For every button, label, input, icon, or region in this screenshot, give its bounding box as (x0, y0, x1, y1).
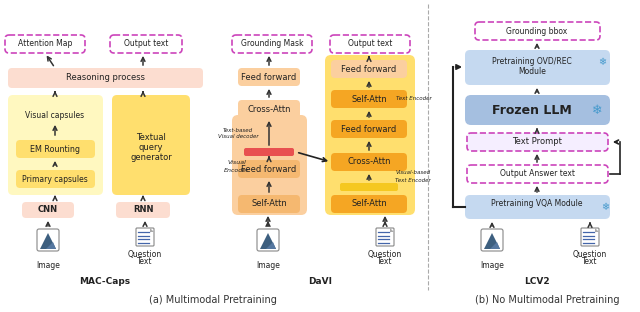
Text: Text Encoder: Text Encoder (396, 96, 432, 101)
Polygon shape (484, 233, 500, 249)
Text: EM Rounting: EM Rounting (30, 144, 80, 154)
FancyBboxPatch shape (238, 68, 300, 86)
Text: generator: generator (130, 154, 172, 163)
FancyBboxPatch shape (8, 68, 203, 88)
Text: Pretraining OVD/REC: Pretraining OVD/REC (492, 57, 572, 66)
Text: ❄: ❄ (592, 104, 602, 116)
Text: Grounding bbox: Grounding bbox (506, 27, 568, 36)
Text: Cross-Attn: Cross-Attn (348, 158, 391, 167)
FancyBboxPatch shape (238, 160, 300, 178)
Polygon shape (595, 228, 599, 232)
Text: Grounding Mask: Grounding Mask (241, 40, 303, 48)
Text: RNN: RNN (132, 206, 153, 215)
Text: Primary capsules: Primary capsules (22, 174, 88, 183)
Text: Feed forward: Feed forward (341, 65, 397, 74)
FancyBboxPatch shape (244, 148, 294, 156)
Text: Text Encoder: Text Encoder (395, 178, 431, 183)
Text: Feed forward: Feed forward (241, 164, 296, 173)
Text: Reasoning process: Reasoning process (65, 74, 145, 82)
FancyBboxPatch shape (110, 35, 182, 53)
FancyBboxPatch shape (238, 100, 300, 118)
FancyBboxPatch shape (22, 202, 74, 218)
FancyBboxPatch shape (331, 90, 407, 108)
FancyBboxPatch shape (331, 195, 407, 213)
Polygon shape (266, 242, 276, 249)
FancyBboxPatch shape (475, 22, 600, 40)
FancyBboxPatch shape (467, 133, 608, 151)
Text: Self-Attn: Self-Attn (351, 199, 387, 208)
FancyBboxPatch shape (331, 153, 407, 171)
Text: Image: Image (256, 261, 280, 270)
Text: (b) No Multimodal Pretraining: (b) No Multimodal Pretraining (475, 295, 620, 305)
FancyBboxPatch shape (330, 35, 410, 53)
FancyBboxPatch shape (465, 195, 610, 219)
FancyBboxPatch shape (581, 228, 599, 246)
Text: MAC-Caps: MAC-Caps (79, 277, 131, 286)
Text: CNN: CNN (38, 206, 58, 215)
Text: Output text: Output text (348, 40, 392, 48)
FancyBboxPatch shape (37, 229, 59, 251)
Text: Visual: Visual (228, 160, 246, 165)
FancyBboxPatch shape (331, 195, 407, 213)
Polygon shape (490, 242, 500, 249)
Text: Text: Text (377, 257, 393, 266)
FancyBboxPatch shape (331, 120, 407, 138)
Text: Attention Map: Attention Map (18, 40, 72, 48)
Text: Image: Image (480, 261, 504, 270)
FancyBboxPatch shape (232, 35, 312, 53)
FancyBboxPatch shape (331, 60, 407, 78)
Polygon shape (40, 233, 56, 249)
Polygon shape (150, 228, 154, 232)
Text: Visual decoder: Visual decoder (218, 134, 259, 139)
Text: Visual capsules: Visual capsules (26, 110, 84, 119)
FancyBboxPatch shape (257, 229, 279, 251)
Text: Output text: Output text (124, 40, 168, 48)
FancyBboxPatch shape (232, 115, 307, 215)
FancyBboxPatch shape (465, 95, 610, 125)
FancyBboxPatch shape (8, 95, 103, 195)
FancyBboxPatch shape (5, 35, 85, 53)
Text: query: query (139, 144, 163, 153)
Text: Frozen LLM: Frozen LLM (492, 104, 572, 116)
FancyBboxPatch shape (481, 229, 503, 251)
Text: (a) Multimodal Pretraining: (a) Multimodal Pretraining (149, 295, 277, 305)
Text: Text: Text (582, 257, 598, 266)
FancyBboxPatch shape (112, 95, 190, 195)
Text: Question: Question (573, 251, 607, 260)
Text: Text: Text (137, 257, 153, 266)
Text: Cross-Attn: Cross-Attn (247, 105, 291, 114)
Polygon shape (390, 228, 394, 232)
Text: Text-based: Text-based (223, 128, 253, 133)
FancyBboxPatch shape (376, 228, 394, 246)
Text: Question: Question (368, 251, 402, 260)
Text: Feed forward: Feed forward (241, 72, 296, 81)
Polygon shape (260, 233, 276, 249)
Text: Image: Image (36, 261, 60, 270)
FancyBboxPatch shape (238, 195, 300, 213)
FancyBboxPatch shape (467, 165, 608, 183)
FancyBboxPatch shape (465, 50, 610, 85)
FancyBboxPatch shape (16, 170, 95, 188)
Text: ❄: ❄ (598, 57, 606, 67)
FancyBboxPatch shape (116, 202, 170, 218)
Text: LCV2: LCV2 (524, 277, 550, 286)
Text: Text Prompt: Text Prompt (512, 138, 562, 147)
Text: Output Answer text: Output Answer text (499, 169, 575, 178)
Text: Question: Question (128, 251, 162, 260)
Text: Self-Attn: Self-Attn (251, 199, 287, 208)
FancyBboxPatch shape (340, 183, 398, 191)
Text: DaVI: DaVI (308, 277, 332, 286)
Text: Feed forward: Feed forward (341, 124, 397, 134)
Text: Module: Module (518, 67, 546, 76)
FancyBboxPatch shape (136, 228, 154, 246)
Polygon shape (46, 242, 56, 249)
Text: Pretraining VQA Module: Pretraining VQA Module (492, 199, 583, 208)
Text: Encoder: Encoder (224, 168, 250, 173)
Text: Textual: Textual (136, 134, 166, 143)
FancyBboxPatch shape (325, 55, 415, 215)
Text: ❄: ❄ (601, 202, 609, 212)
Text: Visual-based: Visual-based (396, 170, 431, 175)
FancyBboxPatch shape (16, 140, 95, 158)
Text: Self-Attn: Self-Attn (351, 95, 387, 104)
